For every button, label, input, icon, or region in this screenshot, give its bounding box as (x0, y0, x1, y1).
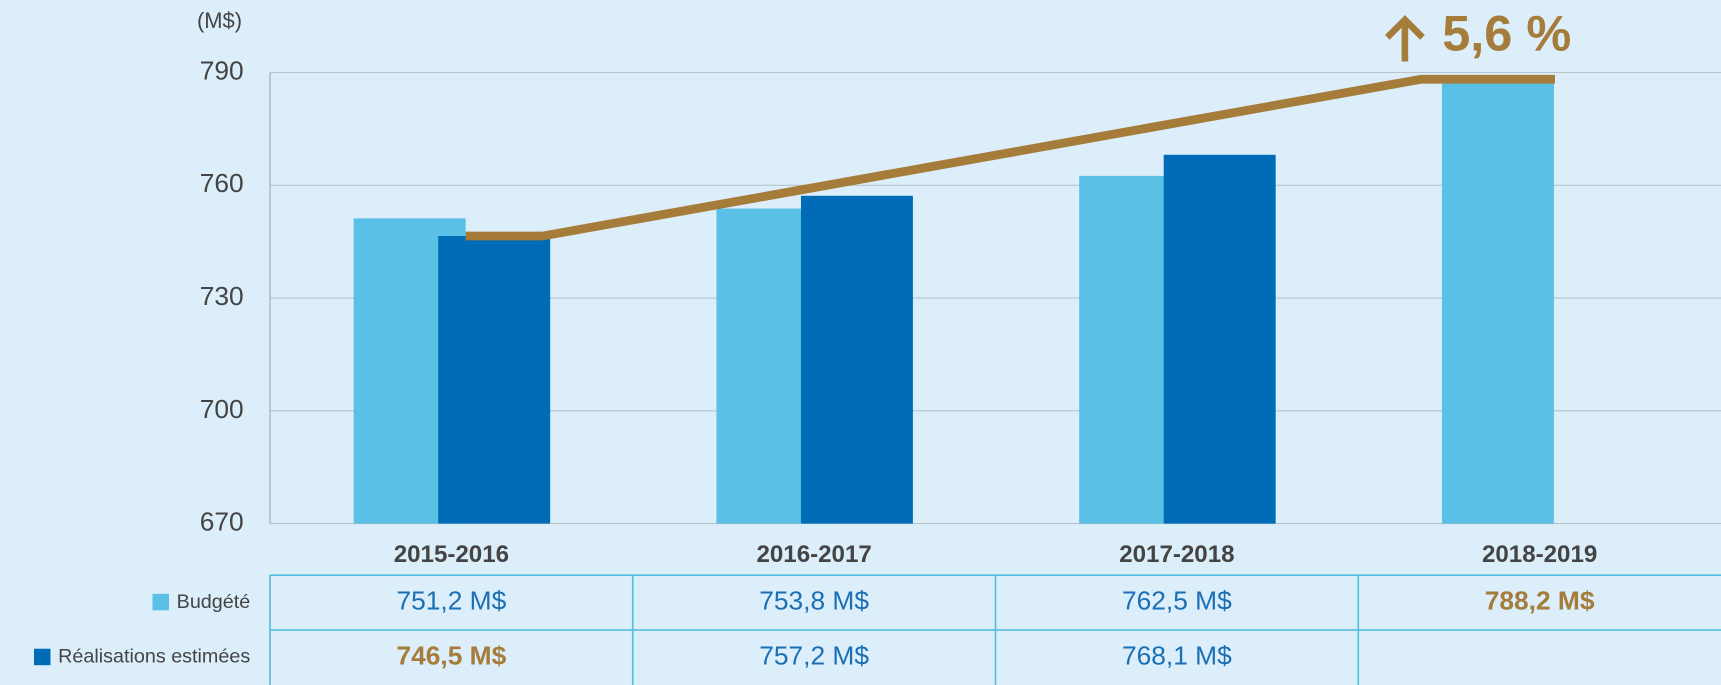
data-label: 746,5 M$ (396, 640, 506, 670)
bar (438, 236, 551, 524)
y-tick-label: 700 (200, 394, 244, 424)
data-label: 757,2 M$ (759, 640, 869, 670)
trend-line (465, 74, 1555, 241)
legend-swatch (33, 648, 51, 666)
y-tick-label: 790 (200, 55, 244, 85)
bar (1163, 154, 1276, 524)
bar (1441, 79, 1554, 524)
x-tick-label: 2018-2019 (1482, 541, 1597, 568)
legend-label: Réalisations estimées (58, 646, 250, 668)
data-label: 751,2 M$ (396, 586, 506, 616)
legend-swatch (152, 593, 169, 611)
bar (800, 195, 913, 524)
legend-label: Budgété (177, 591, 251, 613)
data-label: 753,8 M$ (759, 586, 869, 616)
x-tick-label: 2017-2018 (1119, 541, 1234, 568)
y-unit-label: (M$) (197, 8, 242, 33)
arrow-icon (1385, 15, 1425, 62)
annotation: 5,6 % (1442, 5, 1571, 62)
x-tick-label: 2015-2016 (394, 541, 509, 568)
y-tick-label: 730 (200, 281, 244, 311)
data-label: 788,2 M$ (1485, 586, 1595, 616)
data-label: 762,5 M$ (1122, 586, 1232, 616)
x-tick-label: 2016-2017 (756, 541, 871, 568)
data-label: 768,1 M$ (1122, 640, 1232, 670)
y-tick-label: 760 (200, 168, 244, 198)
y-tick-label: 670 (200, 507, 244, 537)
